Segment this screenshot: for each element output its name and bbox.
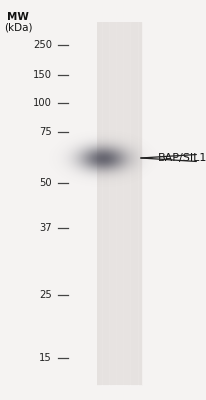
Text: 25: 25: [39, 290, 52, 300]
Text: 75: 75: [39, 127, 52, 137]
Text: 15: 15: [39, 353, 52, 363]
Text: 100: 100: [33, 98, 52, 108]
Text: 50: 50: [39, 178, 52, 188]
Text: (kDa): (kDa): [4, 23, 32, 33]
Text: MW: MW: [7, 12, 29, 22]
Text: BAP/SIL1: BAP/SIL1: [158, 153, 206, 163]
Text: 37: 37: [39, 223, 52, 233]
Bar: [97, 22, 142, 385]
Text: 150: 150: [33, 70, 52, 80]
Text: 250: 250: [33, 40, 52, 50]
